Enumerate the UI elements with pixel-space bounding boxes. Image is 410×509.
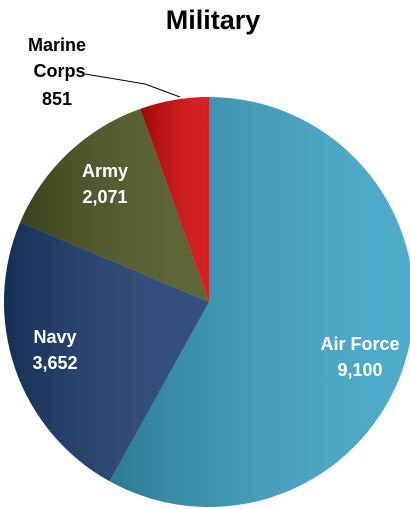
value-label: 3,652 [32, 353, 77, 373]
slice-label: Marine Corps [28, 35, 86, 81]
slice-label: Army [82, 161, 128, 181]
value-label: 9,100 [337, 360, 382, 380]
value-label: 2,071 [82, 187, 127, 207]
slice-shade [20, 108, 210, 302]
chart-title: Military [166, 5, 261, 35]
leader-line [84, 73, 181, 98]
slice-label: Navy [33, 327, 76, 347]
slice-shade [4, 222, 210, 482]
slice-shade [140, 97, 209, 302]
slice-label: Air Force [320, 334, 399, 354]
value-label: 851 [42, 89, 72, 109]
slice-shade [109, 97, 410, 507]
